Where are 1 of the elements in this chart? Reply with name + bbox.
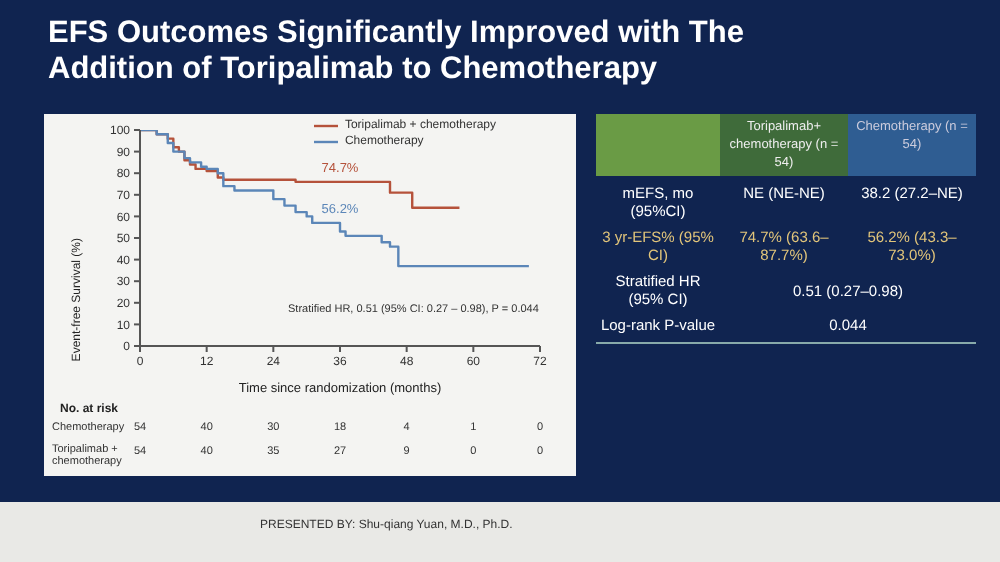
- chart-title: EFS Outcomes Significantly Improved with The Addition of Toripalimab to Chemotherapy: [48, 16, 746, 88]
